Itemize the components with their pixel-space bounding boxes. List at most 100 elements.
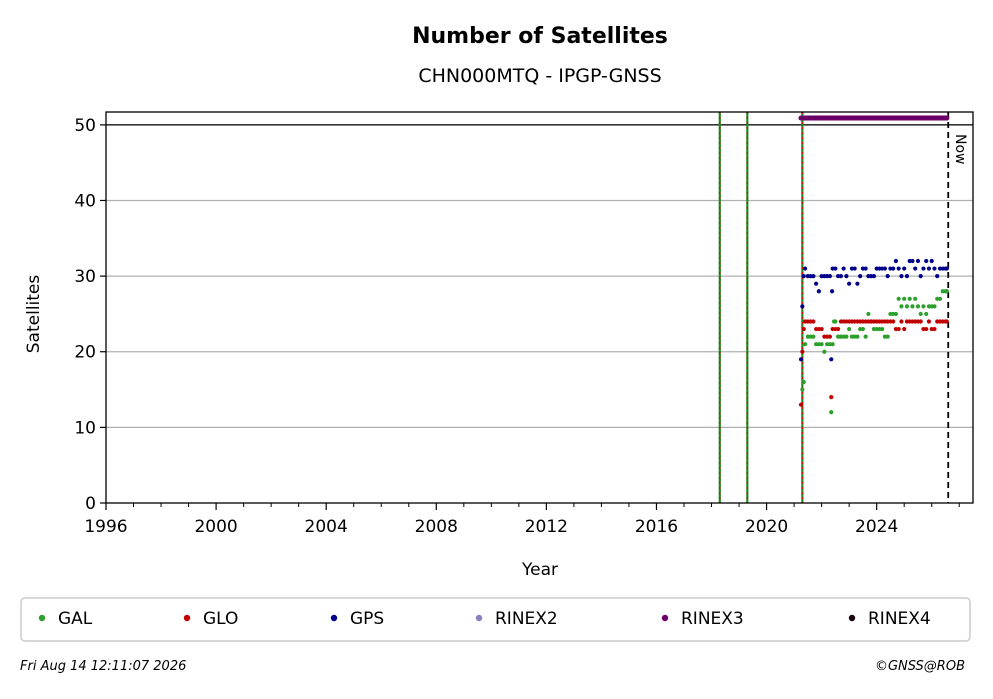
y-tick-label: 0 <box>85 494 96 514</box>
legend: GAL GLO GPS RINEX2 RINEX3 RINEX4 <box>20 597 971 642</box>
gal-point <box>907 296 912 301</box>
gps-point <box>902 266 907 271</box>
gal-point <box>833 319 838 324</box>
gps-point <box>833 266 838 271</box>
legend-label-rinex2: RINEX2 <box>495 609 558 629</box>
now-label: Now <box>952 134 968 165</box>
glo-point <box>798 402 804 407</box>
gal-point <box>880 326 885 332</box>
gps-point <box>841 266 846 271</box>
footer-timestamp: Fri Aug 14 12:11:07 2026 <box>20 659 187 674</box>
gps-point <box>858 274 863 279</box>
gps-point <box>913 266 918 271</box>
legend-marker-gal <box>38 614 46 622</box>
gps-point <box>918 274 923 279</box>
y-tick-label: 20 <box>74 343 96 363</box>
gal-point <box>918 311 923 317</box>
glo-point <box>944 319 949 324</box>
legend-label-rinex4: RINEX4 <box>868 609 931 629</box>
x-axis-label: Year <box>521 560 558 580</box>
glo-point <box>800 349 805 354</box>
gps-point <box>855 281 860 286</box>
x-tick-label: 2008 <box>415 517 458 537</box>
gal-point <box>910 304 915 309</box>
chart-title: Number of Satellites <box>412 24 668 49</box>
glo-point <box>819 326 824 332</box>
gal-point <box>932 304 937 309</box>
gps-point <box>798 357 804 362</box>
rinex3-point <box>798 115 804 121</box>
glo-point <box>811 319 816 324</box>
gal-point <box>913 296 918 301</box>
gps-point <box>910 258 915 264</box>
plot-frame <box>105 111 974 504</box>
gps-point <box>827 274 832 279</box>
gal-point <box>937 296 943 301</box>
y-tick-label: 10 <box>74 418 96 438</box>
gal-point <box>896 296 901 301</box>
gal-point <box>800 387 805 392</box>
glo-point <box>902 326 907 332</box>
gps-point <box>871 274 877 279</box>
gal-point <box>847 326 852 332</box>
gps-point <box>891 266 896 271</box>
y-axis-label: Satellites <box>24 275 44 354</box>
gal-point <box>819 342 824 347</box>
gps-point <box>944 266 949 271</box>
x-tick-label: 2016 <box>635 517 678 537</box>
event-lines: Now <box>718 112 968 503</box>
gal-point <box>944 289 949 294</box>
gps-point <box>863 266 868 271</box>
gps-point <box>926 266 932 271</box>
rinex3-point <box>944 115 950 121</box>
footer-credit: ©GNSS@ROB <box>874 659 965 674</box>
gal-point <box>921 304 926 309</box>
gps-point <box>844 274 849 279</box>
gps-point <box>803 266 808 271</box>
gps-point <box>899 274 904 279</box>
legend-label-gps: GPS <box>350 609 384 629</box>
gal-point <box>866 311 871 317</box>
glo-point <box>926 319 932 324</box>
gps-point <box>915 258 921 264</box>
x-tick-label: 2000 <box>194 517 237 537</box>
legend-marker-glo <box>183 614 191 622</box>
gal-point <box>829 410 834 415</box>
gps-point <box>924 258 929 264</box>
gps-point <box>929 258 934 264</box>
glo-point <box>924 326 929 332</box>
x-tick-label: 1996 <box>84 517 127 537</box>
gps-point <box>896 266 901 271</box>
legend-label-rinex3: RINEX3 <box>681 609 744 629</box>
glo-point <box>896 326 901 332</box>
gal-point <box>924 311 929 317</box>
gps-point <box>829 357 834 362</box>
gps-point <box>852 266 857 271</box>
glo-point <box>899 319 904 324</box>
gal-point <box>822 349 827 354</box>
gal-point <box>844 334 849 339</box>
data-points <box>798 115 950 415</box>
glo-point <box>891 319 896 324</box>
legend-marker-rinex2 <box>475 614 483 622</box>
gps-point <box>800 304 805 309</box>
glo-point <box>836 326 841 332</box>
gal-point <box>904 304 910 309</box>
gps-point <box>829 289 835 294</box>
gps-point <box>893 258 899 264</box>
gal-point <box>863 334 868 339</box>
gal-point <box>855 334 860 339</box>
gal-point <box>915 304 921 309</box>
gal-point <box>803 342 808 347</box>
legend-box <box>20 597 971 642</box>
gal-point <box>811 334 816 339</box>
legend-label-gal: GAL <box>58 609 93 629</box>
gps-point <box>921 266 926 271</box>
grid-lines <box>106 124 973 428</box>
gps-point <box>838 274 843 279</box>
gps-point <box>816 289 821 294</box>
gps-point <box>932 266 937 271</box>
x-tick-label: 2012 <box>525 517 568 537</box>
gal-point <box>899 304 904 309</box>
gps-point <box>811 274 816 279</box>
